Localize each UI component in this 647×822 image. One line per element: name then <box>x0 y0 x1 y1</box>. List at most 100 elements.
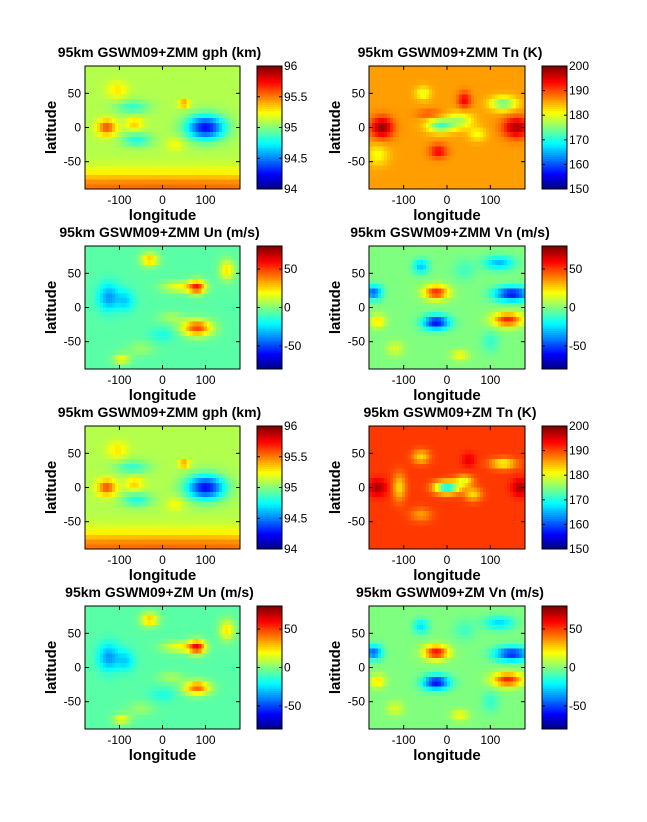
heatmap-cell <box>384 84 388 91</box>
heatmap-cell <box>162 103 167 110</box>
heatmap-cell <box>126 132 131 138</box>
heatmap-cell <box>231 122 235 129</box>
heatmap-cell <box>213 136 217 143</box>
heatmap-cell <box>129 75 134 81</box>
heatmap-cell <box>231 89 235 95</box>
heatmap-cell <box>477 298 481 304</box>
heatmap-cell <box>387 84 391 91</box>
heatmap-cell <box>228 84 232 91</box>
colorbar-swatch <box>257 334 282 337</box>
heatmap-cell <box>471 298 475 304</box>
heatmap-cell <box>426 288 430 294</box>
heatmap-cell <box>156 264 161 271</box>
heatmap-cell <box>177 132 181 138</box>
heatmap-cell <box>174 170 178 176</box>
heatmap-cell <box>468 113 472 119</box>
heatmap-cell <box>468 127 472 133</box>
colorbar-swatch <box>257 294 282 297</box>
heatmap-cell <box>375 155 379 162</box>
heatmap-cell <box>144 302 149 309</box>
heatmap-cell <box>456 89 460 95</box>
heatmap-cell <box>426 184 430 190</box>
heatmap-cell <box>426 260 430 266</box>
heatmap-cell <box>153 279 158 285</box>
heatmap-cell <box>204 335 208 342</box>
heatmap-cell <box>195 302 199 309</box>
heatmap-cell <box>180 103 184 110</box>
heatmap-cell <box>501 103 505 110</box>
heatmap-cell <box>153 113 158 119</box>
heatmap-cell <box>159 321 164 328</box>
heatmap-cell <box>105 359 110 365</box>
heatmap-cell <box>453 94 457 100</box>
heatmap-cell <box>417 103 421 110</box>
heatmap-cell <box>231 364 235 370</box>
heatmap-cell <box>477 179 481 185</box>
heatmap-cell <box>456 118 460 124</box>
heatmap-cell <box>171 122 176 129</box>
heatmap-cell <box>450 89 454 95</box>
heatmap-cell <box>87 350 92 356</box>
heatmap-cell <box>144 136 149 143</box>
colorbar-swatch <box>257 102 282 106</box>
heatmap-cell <box>393 84 397 91</box>
heatmap-cell <box>378 264 382 271</box>
heatmap-cell <box>108 260 113 266</box>
heatmap-cell <box>519 70 523 77</box>
heatmap-cell <box>411 136 415 143</box>
heatmap-cell <box>471 255 475 261</box>
heatmap-cell <box>210 184 214 190</box>
heatmap-cell <box>90 298 95 304</box>
heatmap-cell <box>468 146 472 152</box>
colorbar-swatch <box>257 137 282 140</box>
heatmap-cell <box>420 66 424 72</box>
heatmap-cell <box>390 136 394 143</box>
heatmap-cell <box>228 283 232 290</box>
colorbar-swatch <box>257 263 282 266</box>
heatmap-cell <box>471 89 475 95</box>
heatmap-cell <box>102 250 107 257</box>
heatmap-cell <box>504 118 508 124</box>
heatmap-cell <box>372 84 376 91</box>
heatmap-cell <box>126 94 131 100</box>
heatmap-cell <box>519 279 523 285</box>
heatmap-cell <box>417 80 421 86</box>
heatmap-cell <box>219 160 223 166</box>
heatmap-cell <box>450 66 454 72</box>
heatmap-cell <box>225 80 229 86</box>
heatmap-cell <box>441 174 445 181</box>
heatmap-cell <box>441 274 445 280</box>
heatmap-cell <box>150 179 155 185</box>
heatmap-cell <box>153 132 158 138</box>
heatmap-cell <box>87 108 92 114</box>
heatmap-cell <box>192 170 196 176</box>
heatmap-cell <box>171 99 176 105</box>
heatmap-cell <box>369 108 373 114</box>
heatmap-cell <box>441 269 445 275</box>
heatmap-cell <box>459 260 463 266</box>
heatmap-cell <box>495 246 499 252</box>
heatmap-cell <box>375 122 379 129</box>
heatmap-cell <box>141 246 146 252</box>
colorbar-swatch <box>542 85 567 88</box>
heatmap-cell <box>198 118 202 124</box>
heatmap-cell <box>126 335 131 342</box>
heatmap-cell <box>462 250 466 257</box>
heatmap-cell <box>108 141 113 148</box>
heatmap-cell <box>441 141 445 148</box>
colorbar <box>542 66 567 190</box>
heatmap-cell <box>459 170 463 176</box>
heatmap-cell <box>192 293 196 299</box>
heatmap-cell <box>120 75 125 81</box>
heatmap-cell <box>387 108 391 114</box>
heatmap-cell <box>111 94 116 100</box>
heatmap-cell <box>150 89 155 95</box>
heatmap-cell <box>384 136 388 143</box>
heatmap-cell <box>459 80 463 86</box>
heatmap-cell <box>96 298 101 304</box>
heatmap-cell <box>85 274 89 280</box>
heatmap-cell <box>519 165 523 171</box>
heatmap-cell <box>522 174 526 181</box>
heatmap-cell <box>378 136 382 143</box>
heatmap-cell <box>111 170 116 176</box>
